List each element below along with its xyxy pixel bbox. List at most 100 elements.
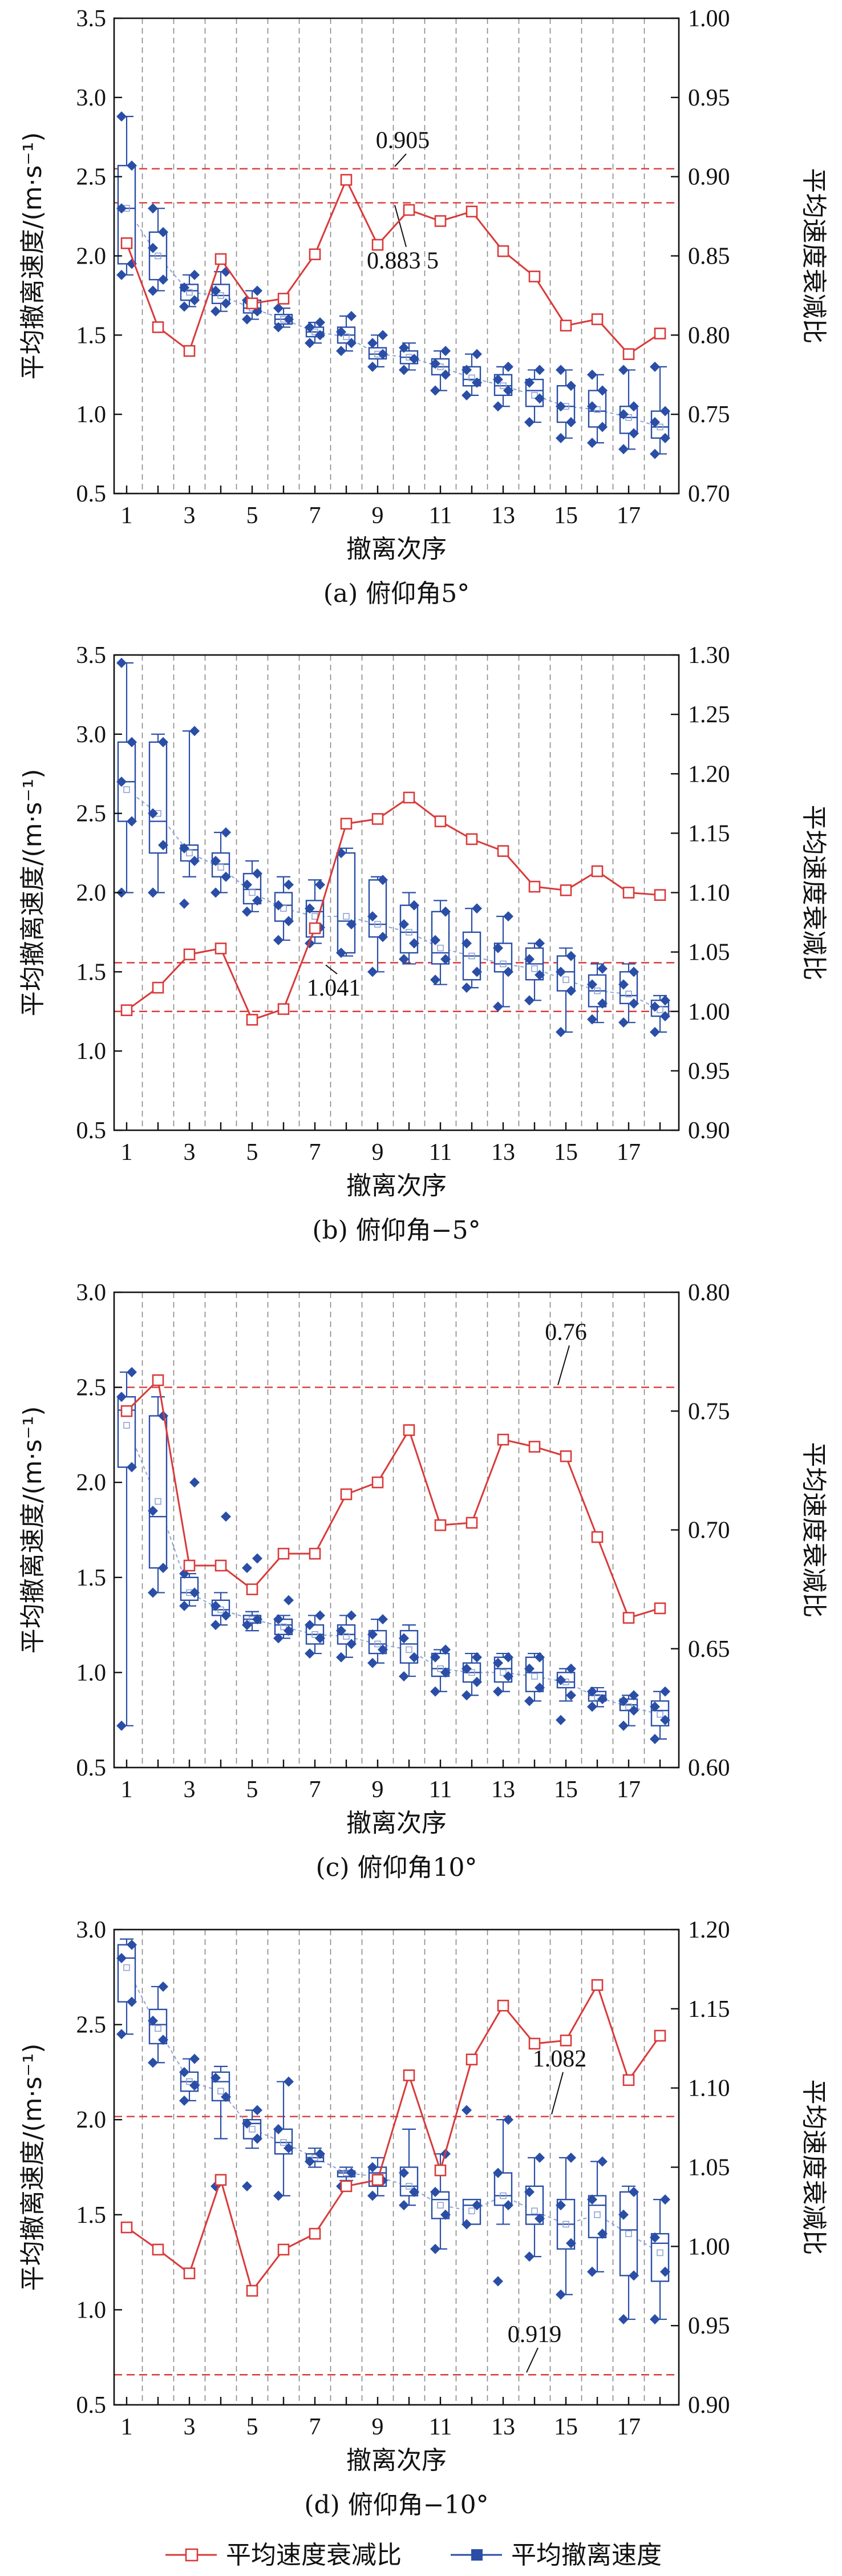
speed-point xyxy=(179,843,189,854)
ratio-marker xyxy=(403,1424,415,1436)
speed-box xyxy=(524,1652,545,1706)
speed-point xyxy=(273,1633,284,1644)
speed-box xyxy=(148,733,168,898)
x-tick-label: 5 xyxy=(246,1139,258,1166)
speed-point xyxy=(179,282,189,293)
speed-point xyxy=(430,2186,440,2197)
box-mean-marker xyxy=(594,2211,601,2218)
ratio-marker xyxy=(591,313,604,325)
speed-box xyxy=(618,963,639,1028)
speed-point xyxy=(315,330,325,341)
reference-label: 0.919 xyxy=(508,2322,562,2348)
speed-point xyxy=(650,448,660,459)
legend-speed-marker xyxy=(471,2549,483,2561)
speed-point xyxy=(305,903,315,914)
speed-point xyxy=(535,938,545,949)
x-tick-label: 5 xyxy=(246,503,258,529)
speed-point xyxy=(148,2015,158,2026)
speed-point xyxy=(524,995,535,1006)
x-tick-label: 9 xyxy=(372,1777,384,1803)
speed-point xyxy=(556,2200,566,2211)
speed-point xyxy=(409,2186,419,2197)
speed-point xyxy=(179,2067,189,2077)
speed-point xyxy=(367,1657,378,1668)
box-mean-marker xyxy=(500,1669,507,1676)
speed-point xyxy=(273,2124,284,2134)
x-tick-label: 3 xyxy=(184,503,196,529)
box-mean-marker xyxy=(594,406,601,413)
y-tick-label: 1.5 xyxy=(76,1565,107,1591)
speed-point xyxy=(148,1506,158,1517)
box-mean-marker xyxy=(437,944,444,952)
speed-box xyxy=(242,1553,262,1632)
box-mean-marker xyxy=(249,889,256,896)
speed-point xyxy=(284,314,294,325)
ratio-marker xyxy=(654,1602,666,1615)
y-axis-label: 平均撤离速度/(m·s⁻¹) xyxy=(18,1406,47,1654)
speed-box xyxy=(430,900,451,985)
speed-point xyxy=(273,2190,284,2201)
speed-point xyxy=(597,2156,608,2167)
ratio-marker xyxy=(214,2174,227,2186)
speed-point xyxy=(629,998,639,1009)
speed-box xyxy=(618,1690,639,1731)
speed-point xyxy=(430,935,440,945)
ratio-marker xyxy=(497,1999,509,2012)
speed-box xyxy=(556,947,576,1037)
speed-point xyxy=(566,985,576,996)
speed-box xyxy=(211,1511,231,1631)
speed-point xyxy=(535,2213,545,2224)
speed-point xyxy=(440,1667,451,1678)
ratio-marker xyxy=(309,248,321,261)
ratio-marker xyxy=(403,204,415,216)
speed-point xyxy=(211,306,221,317)
speed-box xyxy=(336,311,357,357)
box-mean-marker xyxy=(155,1498,161,1505)
speed-box xyxy=(148,203,168,296)
ratio-marker xyxy=(654,2029,666,2042)
speed-point xyxy=(399,342,409,353)
ratio-marker xyxy=(622,1612,635,1624)
speed-point xyxy=(524,1696,535,1706)
speed-point xyxy=(503,966,513,977)
speed-point xyxy=(597,2229,608,2239)
box-body xyxy=(148,1415,168,1569)
ratio-marker xyxy=(152,321,164,333)
x-tick-label: 15 xyxy=(554,1777,578,1803)
y2-axis-label: 平均速度衰减比 xyxy=(799,1442,828,1618)
speed-box xyxy=(556,365,576,443)
speed-point xyxy=(493,1686,503,1697)
speed-point xyxy=(346,338,357,349)
ratio-marker xyxy=(277,1003,290,1015)
box-mean-marker xyxy=(531,2207,538,2214)
speed-point xyxy=(242,2181,252,2191)
speed-point xyxy=(378,1644,388,1655)
speed-point xyxy=(315,1633,325,1644)
speed-point xyxy=(336,948,346,959)
speed-point xyxy=(116,657,127,668)
speed-point xyxy=(189,1477,200,1488)
speed-box xyxy=(273,1595,294,1644)
speed-point xyxy=(116,269,127,280)
speed-box xyxy=(242,860,262,917)
box-mean-marker xyxy=(437,1665,444,1672)
reference-label: 1.041 xyxy=(307,975,361,1001)
speed-point xyxy=(116,2029,127,2040)
speed-point xyxy=(587,1014,597,1025)
speed-box xyxy=(179,726,200,909)
x-tick-label: 9 xyxy=(372,1139,384,1166)
speed-point xyxy=(116,1952,127,1963)
box-mean-marker xyxy=(217,1606,224,1613)
speed-point xyxy=(346,919,357,930)
box-mean-marker xyxy=(186,2078,193,2085)
speed-point xyxy=(566,1663,576,1674)
x-tick-label: 15 xyxy=(554,503,578,529)
reference-leader xyxy=(325,964,338,974)
speed-point xyxy=(378,349,388,359)
ratio-marker xyxy=(497,1433,509,1446)
speed-point xyxy=(127,816,137,827)
speed-point xyxy=(346,1610,357,1621)
x-tick-label: 3 xyxy=(184,1777,196,1803)
y2-tick-label: 1.00 xyxy=(688,2234,730,2260)
ratio-marker xyxy=(528,270,541,282)
